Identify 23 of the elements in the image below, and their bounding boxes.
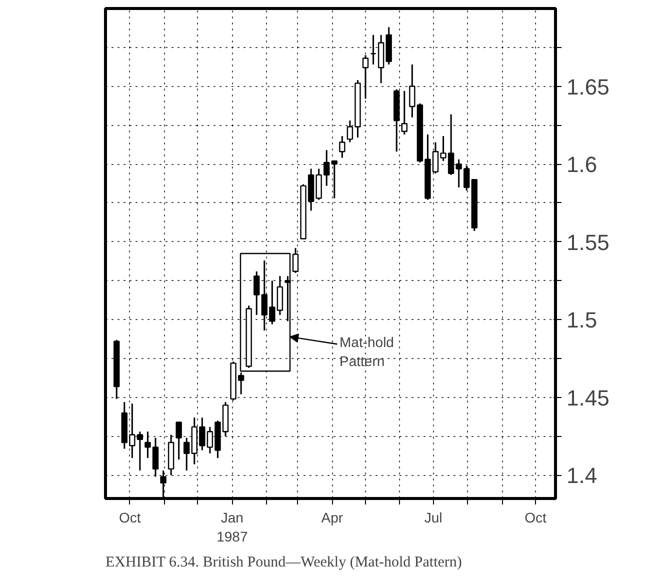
candlestick — [324, 149, 330, 187]
candlestick — [331, 160, 338, 200]
y-tick-label: 1.4 — [566, 463, 598, 488]
text: EXHIBIT 6.34. British Pound—Weekly (Mat-hold Pattern) — [106, 554, 462, 570]
x-tick-label: Jan 1987 — [216, 510, 248, 545]
y-tick-label: 1.55 — [566, 230, 610, 255]
x-tick-label: Jul — [424, 510, 442, 526]
candlestick — [176, 422, 182, 460]
y-tick-label: 1.45 — [566, 385, 610, 410]
x-tick-label: Apr — [321, 510, 344, 526]
x-tick-label: Oct — [119, 510, 141, 526]
y-tick-label: 1.6 — [566, 152, 598, 178]
candlestick — [254, 270, 260, 316]
y-tick-label: 1.65 — [566, 74, 610, 100]
x-tick-label: Oct — [524, 510, 546, 526]
candlestick — [401, 90, 408, 136]
y-tick-label: 1.5 — [566, 308, 598, 333]
annotation: Mat-hold Pattern — [340, 334, 394, 370]
candlestick — [292, 247, 299, 274]
candlestick — [184, 437, 190, 472]
candlestick — [339, 135, 346, 159]
candlestick — [144, 430, 151, 459]
candlestick — [362, 54, 369, 100]
